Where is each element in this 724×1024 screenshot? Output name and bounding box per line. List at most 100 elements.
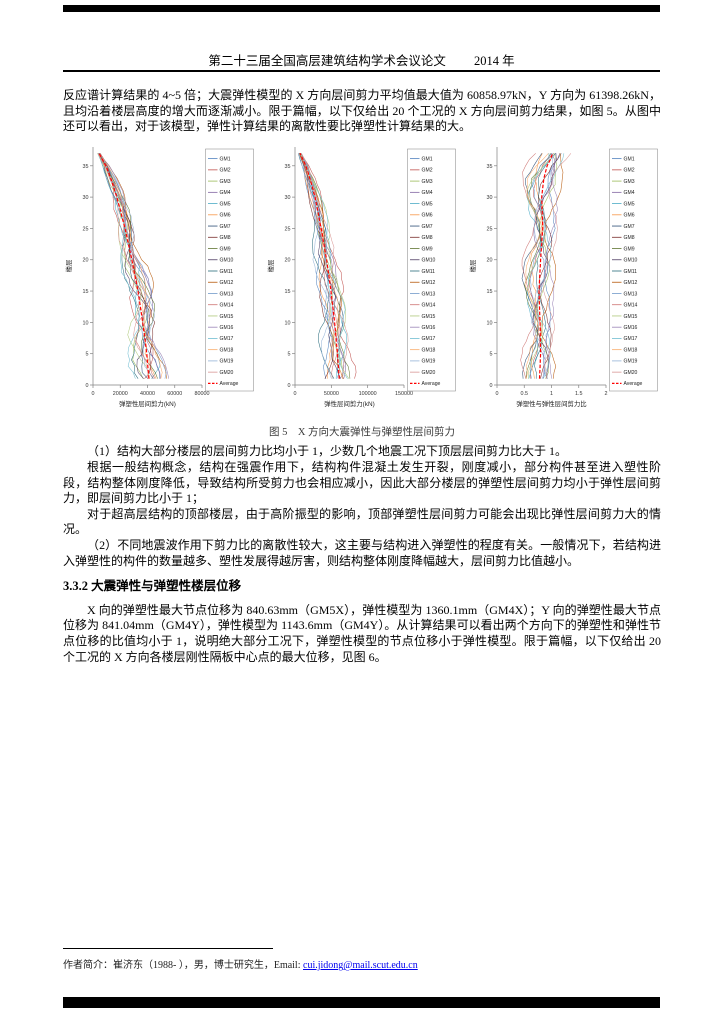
svg-text:GM18: GM18 <box>220 347 234 353</box>
svg-text:80000: 80000 <box>195 391 210 397</box>
svg-text:20: 20 <box>83 258 89 264</box>
svg-text:25: 25 <box>487 226 493 232</box>
svg-text:弹塑性与弹性层间剪力比: 弹塑性与弹性层间剪力比 <box>516 399 587 408</box>
svg-text:GM6: GM6 <box>220 212 231 218</box>
svg-text:15: 15 <box>285 289 291 295</box>
svg-text:GM11: GM11 <box>220 269 234 275</box>
svg-text:GM15: GM15 <box>624 314 638 320</box>
svg-text:GM15: GM15 <box>422 314 436 320</box>
svg-text:GM20: GM20 <box>220 370 234 376</box>
svg-text:0: 0 <box>294 391 297 397</box>
svg-text:GM8: GM8 <box>624 235 635 241</box>
svg-text:5: 5 <box>86 351 89 357</box>
svg-text:GM1: GM1 <box>422 156 433 162</box>
chart-elastoplastic-story-shear: 0 20000 40000 60000 80000 0 5 10 15 20 25 30 35 弹塑性层间… <box>63 138 257 423</box>
author-bio-text: 作者简介：崔济东（1988- ），男，博士研究生，Email: <box>63 960 303 971</box>
figure-5: 0 20000 40000 60000 80000 0 5 10 15 20 25 30 35 弹塑性层间… <box>63 138 661 441</box>
svg-text:60000: 60000 <box>167 391 182 397</box>
svg-text:GM12: GM12 <box>624 280 638 286</box>
section-heading-3-3-2: 3.3.2 大震弹性与弹塑性楼层位移 <box>63 579 242 594</box>
svg-text:GM4: GM4 <box>220 190 231 196</box>
svg-text:GM3: GM3 <box>624 179 635 185</box>
svg-text:Average: Average <box>422 381 441 387</box>
svg-text:20: 20 <box>487 258 493 264</box>
chart-story-shear-ratio: 0 0.5 1 1.5 205101520253035弹塑性与弹性层间剪力比楼层GM1G… <box>467 138 661 423</box>
svg-text:GM16: GM16 <box>624 325 638 331</box>
svg-text:GM17: GM17 <box>422 336 436 342</box>
figure-5-caption: 图 5 X 方向大震弹性与弹塑性层间剪力 <box>268 426 456 438</box>
svg-text:GM10: GM10 <box>220 257 234 263</box>
svg-text:0: 0 <box>496 391 499 397</box>
svg-text:5: 5 <box>288 351 291 357</box>
svg-text:GM10: GM10 <box>624 257 638 263</box>
svg-text:GM4: GM4 <box>422 190 433 196</box>
svg-text:GM7: GM7 <box>624 224 635 230</box>
svg-text:GM17: GM17 <box>220 336 234 342</box>
footnote-area: 作者简介：崔济东（1988- ），男，博士研究生，Email: cui.jido… <box>63 948 661 971</box>
svg-text:GM18: GM18 <box>624 347 638 353</box>
svg-text:30: 30 <box>83 195 89 201</box>
page-header: 第二十三届全国高层建筑结构学术会议论文 2014 年 <box>63 50 660 69</box>
header-title: 第二十三届全国高层建筑结构学术会议论文 <box>208 54 446 68</box>
body-paragraph: 对于超高层结构的顶部楼层，由于高阶振型的影响，顶部弹塑性层间剪力可能会出现比弹性… <box>63 506 661 537</box>
svg-text:10: 10 <box>83 320 89 326</box>
svg-text:20: 20 <box>285 258 291 264</box>
svg-text:楼层: 楼层 <box>266 259 275 272</box>
svg-text:GM9: GM9 <box>422 246 433 252</box>
svg-text:GM13: GM13 <box>220 291 234 297</box>
svg-text:GM6: GM6 <box>624 212 635 218</box>
svg-text:GM6: GM6 <box>422 212 433 218</box>
body-paragraph: 反应谱计算结果的 4~5 倍；大震弹性模型的 X 方向层间剪力平均值最大值为 6… <box>63 88 661 134</box>
svg-text:GM8: GM8 <box>422 235 433 241</box>
svg-text:GM15: GM15 <box>220 314 234 320</box>
svg-text:弹塑性层间剪力(kN): 弹塑性层间剪力(kN) <box>119 399 176 408</box>
svg-text:GM8: GM8 <box>220 235 231 241</box>
svg-text:GM1: GM1 <box>624 156 635 162</box>
svg-text:5: 5 <box>490 351 493 357</box>
svg-text:GM12: GM12 <box>220 280 234 286</box>
svg-text:GM14: GM14 <box>422 302 436 308</box>
svg-text:0: 0 <box>288 383 291 389</box>
svg-text:GM7: GM7 <box>422 224 433 230</box>
svg-text:GM4: GM4 <box>624 190 635 196</box>
svg-text:GM5: GM5 <box>624 201 635 207</box>
svg-text:GM14: GM14 <box>220 302 234 308</box>
svg-text:GM2: GM2 <box>624 167 635 173</box>
svg-text:0: 0 <box>92 391 95 397</box>
svg-text:GM13: GM13 <box>624 291 638 297</box>
svg-text:25: 25 <box>285 226 291 232</box>
figure-5-charts: 0 20000 40000 60000 80000 0 5 10 15 20 25 30 35 弹塑性层间… <box>63 138 661 423</box>
header-year: 2014 年 <box>473 54 515 68</box>
svg-text:GM11: GM11 <box>422 269 436 275</box>
body-paragraph: （2）不同地震波作用下剪力比的离散性较大，这主要与结构进入弹塑性的程度有关。一般… <box>63 537 661 568</box>
email-link[interactable]: cui.jidong@mail.scut.edu.cn <box>303 960 418 971</box>
chart-elastic-story-shear: 0 50000 100000 150000 0 5 10 15 20 25 30 35 弹性层间剪力(k… <box>265 138 459 423</box>
svg-text:Average: Average <box>624 381 643 387</box>
svg-text:GM16: GM16 <box>422 325 436 331</box>
svg-text:10: 10 <box>487 320 493 326</box>
svg-text:20000: 20000 <box>113 391 128 397</box>
svg-text:GM3: GM3 <box>220 179 231 185</box>
svg-text:35: 35 <box>487 164 493 170</box>
svg-text:GM5: GM5 <box>220 201 231 207</box>
svg-text:GM18: GM18 <box>422 347 436 353</box>
svg-text:35: 35 <box>83 164 89 170</box>
svg-text:15: 15 <box>83 289 89 295</box>
svg-text:2: 2 <box>605 391 608 397</box>
svg-text:10: 10 <box>285 320 291 326</box>
body-paragraph: （1）结构大部分楼层的层间剪力比均小于 1，少数几个地震工况下顶层层间剪力比大于… <box>87 444 568 459</box>
svg-text:GM3: GM3 <box>422 179 433 185</box>
svg-text:1.5: 1.5 <box>575 391 583 397</box>
svg-text:1: 1 <box>550 391 553 397</box>
svg-text:GM5: GM5 <box>422 201 433 207</box>
svg-text:Average: Average <box>220 381 239 387</box>
author-bio: 作者简介：崔济东（1988- ），男，博士研究生，Email: cui.jido… <box>63 956 661 971</box>
svg-text:35: 35 <box>285 164 291 170</box>
svg-text:楼层: 楼层 <box>468 259 477 272</box>
svg-text:0: 0 <box>86 383 89 389</box>
svg-text:GM1: GM1 <box>220 156 231 162</box>
svg-text:GM7: GM7 <box>220 224 231 230</box>
svg-text:GM2: GM2 <box>422 167 433 173</box>
svg-text:GM19: GM19 <box>624 358 638 364</box>
svg-text:15: 15 <box>487 289 493 295</box>
